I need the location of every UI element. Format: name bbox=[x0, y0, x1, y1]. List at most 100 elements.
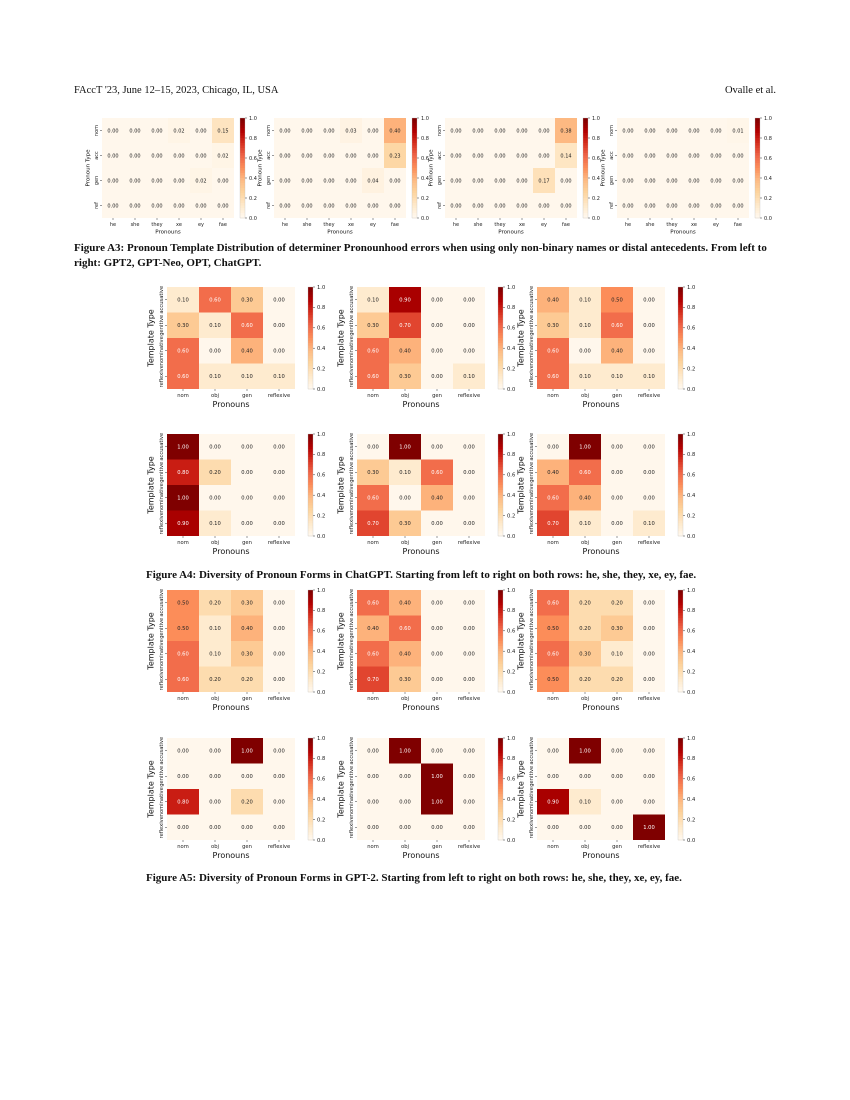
cell-value-label: 0.60 bbox=[177, 677, 189, 683]
colorbar-tick-label: 0.2 bbox=[317, 513, 325, 519]
cell-value-label: 0.00 bbox=[450, 128, 461, 134]
heatmap-cell bbox=[199, 363, 231, 389]
cell-value-label: 0.30 bbox=[579, 652, 591, 658]
x-tick-label: gen bbox=[612, 696, 622, 702]
cell-value-label: 0.00 bbox=[279, 128, 290, 134]
heatmap-cell bbox=[384, 168, 406, 193]
heatmap-cell bbox=[555, 168, 577, 193]
heatmap-cell bbox=[362, 193, 384, 218]
colorbar-tick-label: 0.8 bbox=[507, 452, 515, 458]
y-tick-label: genitive bbox=[159, 462, 165, 483]
heatmap-cell bbox=[453, 510, 485, 536]
cell-value-label: 0.00 bbox=[431, 349, 443, 355]
x-tick-label: gen bbox=[242, 393, 252, 399]
cell-value-label: 0.30 bbox=[399, 521, 411, 527]
heatmap-cell bbox=[357, 763, 389, 789]
y-tick-label: ref bbox=[94, 202, 100, 209]
heatmap-cell bbox=[601, 312, 633, 338]
y-tick-label: reflexive bbox=[159, 668, 165, 690]
colorbar-tick-label: 0.2 bbox=[421, 196, 429, 202]
cell-value-label: 0.00 bbox=[463, 470, 475, 476]
heatmap-cell bbox=[421, 312, 453, 338]
y-axis-label: Template Type bbox=[336, 456, 345, 515]
heatmap-cell bbox=[639, 143, 661, 168]
heatmap-cell bbox=[661, 193, 683, 218]
cell-value-label: 0.00 bbox=[710, 153, 721, 159]
heatmap-a4-they: 0.40 0.10 0.50 0.00 0.30 0.10 0.60 0.00 0.60 0.00… bbox=[510, 282, 696, 412]
y-tick-label: accusative bbox=[529, 286, 535, 314]
cell-value-label: 1.00 bbox=[579, 445, 591, 451]
heatmap-cell bbox=[199, 338, 231, 364]
x-tick-label: reflexive bbox=[458, 540, 480, 546]
cell-value-label: 0.00 bbox=[494, 128, 505, 134]
cell-value-label: 0.02 bbox=[195, 178, 206, 184]
cell-value-label: 0.00 bbox=[129, 203, 140, 209]
colorbar-tick-label: 0.6 bbox=[421, 156, 429, 162]
x-axis-label: Pronouns bbox=[670, 230, 696, 236]
heatmap-cell bbox=[274, 143, 296, 168]
cell-value-label: 0.00 bbox=[399, 496, 411, 502]
cell-value-label: 0.00 bbox=[472, 153, 483, 159]
y-tick-label: nominative bbox=[529, 787, 535, 816]
cell-value-label: 0.00 bbox=[579, 349, 591, 355]
cell-value-label: 1.00 bbox=[399, 445, 411, 451]
heatmap-cell bbox=[318, 193, 340, 218]
colorbar-tick-label: 0.0 bbox=[764, 216, 772, 222]
cell-value-label: 0.40 bbox=[579, 496, 591, 502]
heatmap-cell bbox=[199, 615, 231, 641]
cell-value-label: 0.00 bbox=[367, 749, 379, 755]
colorbar-tick-label: 0.4 bbox=[592, 176, 600, 182]
colorbar-tick-label: 0.4 bbox=[687, 493, 696, 499]
cell-value-label: 0.70 bbox=[547, 521, 559, 527]
cell-value-label: 0.00 bbox=[279, 203, 290, 209]
cell-value-label: 0.00 bbox=[367, 800, 379, 806]
heatmap-cell bbox=[633, 485, 665, 511]
cell-value-label: 0.00 bbox=[389, 178, 400, 184]
colorbar-tick-label: 0.6 bbox=[317, 629, 325, 635]
colorbar-tick-label: 0.8 bbox=[592, 136, 600, 142]
cell-value-label: 0.00 bbox=[622, 178, 633, 184]
x-axis-label: Pronouns bbox=[213, 547, 250, 556]
heatmap-cell bbox=[190, 168, 212, 193]
cell-value-label: 0.00 bbox=[622, 203, 633, 209]
heatmap-cell bbox=[555, 118, 577, 143]
cell-value-label: 0.00 bbox=[107, 128, 118, 134]
heatmap-cell bbox=[537, 789, 569, 815]
heatmap-cell bbox=[601, 510, 633, 536]
y-tick-label: nominative bbox=[159, 483, 165, 512]
heatmap-cell bbox=[167, 485, 199, 511]
cell-value-label: 0.00 bbox=[177, 774, 189, 780]
cell-value-label: 0.70 bbox=[399, 323, 411, 329]
heatmap-cell bbox=[389, 510, 421, 536]
heatmap-cell bbox=[569, 615, 601, 641]
heatmap-cell bbox=[533, 143, 555, 168]
x-tick-label: obj bbox=[401, 844, 409, 850]
colorbar-tick-label: 1.0 bbox=[317, 736, 325, 742]
cell-value-label: 0.38 bbox=[560, 128, 571, 134]
colorbar bbox=[411, 117, 418, 219]
colorbar-tick-label: 0.8 bbox=[317, 608, 325, 614]
cell-value-label: 0.30 bbox=[367, 323, 379, 329]
y-tick-label: nom bbox=[94, 125, 100, 136]
x-tick-label: he bbox=[110, 222, 116, 228]
heatmap-a4-he: 0.10 0.60 0.30 0.00 0.30 0.10 0.60 0.00 0.60 0.00… bbox=[140, 282, 326, 412]
heatmap-cell bbox=[683, 118, 705, 143]
x-tick-label: nom bbox=[547, 393, 559, 399]
cell-value-label: 0.00 bbox=[107, 153, 118, 159]
cell-value-label: 0.00 bbox=[177, 749, 189, 755]
cell-value-label: 0.00 bbox=[579, 774, 591, 780]
heatmap-cell bbox=[683, 168, 705, 193]
heatmap-cell bbox=[167, 510, 199, 536]
heatmap-cell bbox=[389, 763, 421, 789]
cell-value-label: 0.30 bbox=[611, 626, 623, 632]
cell-value-label: 0.10 bbox=[209, 374, 221, 380]
cell-value-label: 0.00 bbox=[463, 298, 475, 304]
heatmap-cell bbox=[231, 641, 263, 667]
cell-value-label: 1.00 bbox=[579, 749, 591, 755]
y-tick-label: reflexive bbox=[159, 365, 165, 387]
heatmap-cell bbox=[357, 510, 389, 536]
colorbar-tick-label: 0.0 bbox=[507, 534, 515, 540]
cell-value-label: 0.00 bbox=[431, 749, 443, 755]
cell-value-label: 0.00 bbox=[431, 825, 443, 831]
x-axis-label: Pronouns bbox=[583, 547, 620, 556]
